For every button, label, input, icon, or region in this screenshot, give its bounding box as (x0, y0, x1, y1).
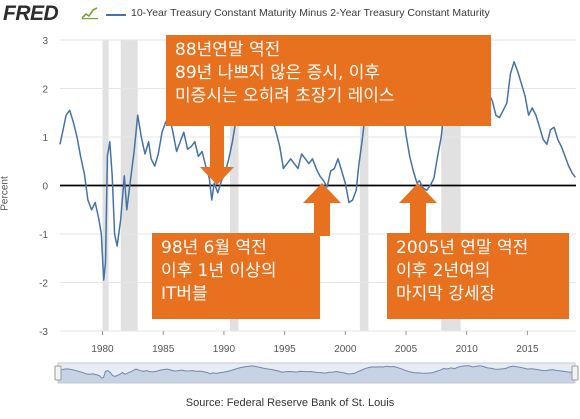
annotation-line: 89년 나쁘지 않은 증시, 이후 (175, 63, 381, 83)
annotation-line: 2005년 연말 역전 (396, 238, 529, 258)
navigator-area (58, 365, 575, 383)
annotation-1988-inversion: 88년연말 역전 89년 나쁘지 않은 증시, 이후 미증시는 오히려 초장기 … (166, 35, 491, 126)
navigator-line (57, 365, 575, 379)
annotation-line: 88년연말 역전 (175, 40, 281, 60)
annotation-1998-inversion: 98년 6월 역전 이후 1년 이상의 IT버블 (152, 233, 320, 319)
annotation-line: 마지막 강세장 (396, 284, 496, 304)
y-tick-label: 1 (42, 133, 48, 144)
y-tick-label: 3 (42, 36, 48, 47)
annotation-line: IT버블 (161, 284, 208, 304)
chart-trend-icon (81, 7, 98, 20)
legend-swatch (106, 14, 126, 16)
y-tick-label: -1 (39, 230, 48, 241)
annotation-2005-inversion: 2005년 연말 역전 이후 2년여의 마지막 강세장 (387, 233, 569, 319)
x-tick-label: 2000 (334, 344, 357, 355)
navigator-right-handle[interactable] (571, 365, 579, 381)
y-tick-label: 2 (42, 85, 48, 96)
y-tick-label: 0 (42, 182, 48, 193)
y-tick-label: -2 (39, 279, 48, 290)
series-title[interactable]: 10-Year Treasury Constant Maturity Minus… (131, 7, 490, 19)
annotation-line: 미증시는 오히려 초장기 레이스 (175, 86, 395, 106)
y-tick-label: -3 (39, 327, 48, 338)
range-navigator[interactable] (54, 362, 579, 384)
y-axis-ticks: -3 -2 -1 0 1 2 3 (39, 36, 48, 338)
fred-logo[interactable]: FRED (3, 2, 59, 25)
x-tick-label: 2010 (456, 344, 479, 355)
source-note: Source: Federal Reserve Bank of St. Loui… (185, 397, 395, 409)
x-tick-label: 2005 (395, 344, 418, 355)
x-tick-label: 1980 (91, 344, 114, 355)
x-tick-label: 1985 (152, 344, 175, 355)
annotation-line: 98년 6월 역전 (161, 238, 267, 258)
x-tick-label: 2015 (516, 344, 539, 355)
annotation-line: 이후 1년 이상의 (161, 261, 277, 281)
annotation-line: 이후 2년여의 (396, 261, 491, 281)
x-tick-label: 1990 (213, 344, 236, 355)
x-tick-label: 1995 (273, 344, 296, 355)
header: FRED 10-Year Treasury Constant Maturity … (0, 0, 580, 30)
navigator-left-handle[interactable] (54, 365, 62, 381)
x-axis-ticks: 1980 1985 1990 1995 2000 2005 2010 2015 (91, 331, 539, 355)
